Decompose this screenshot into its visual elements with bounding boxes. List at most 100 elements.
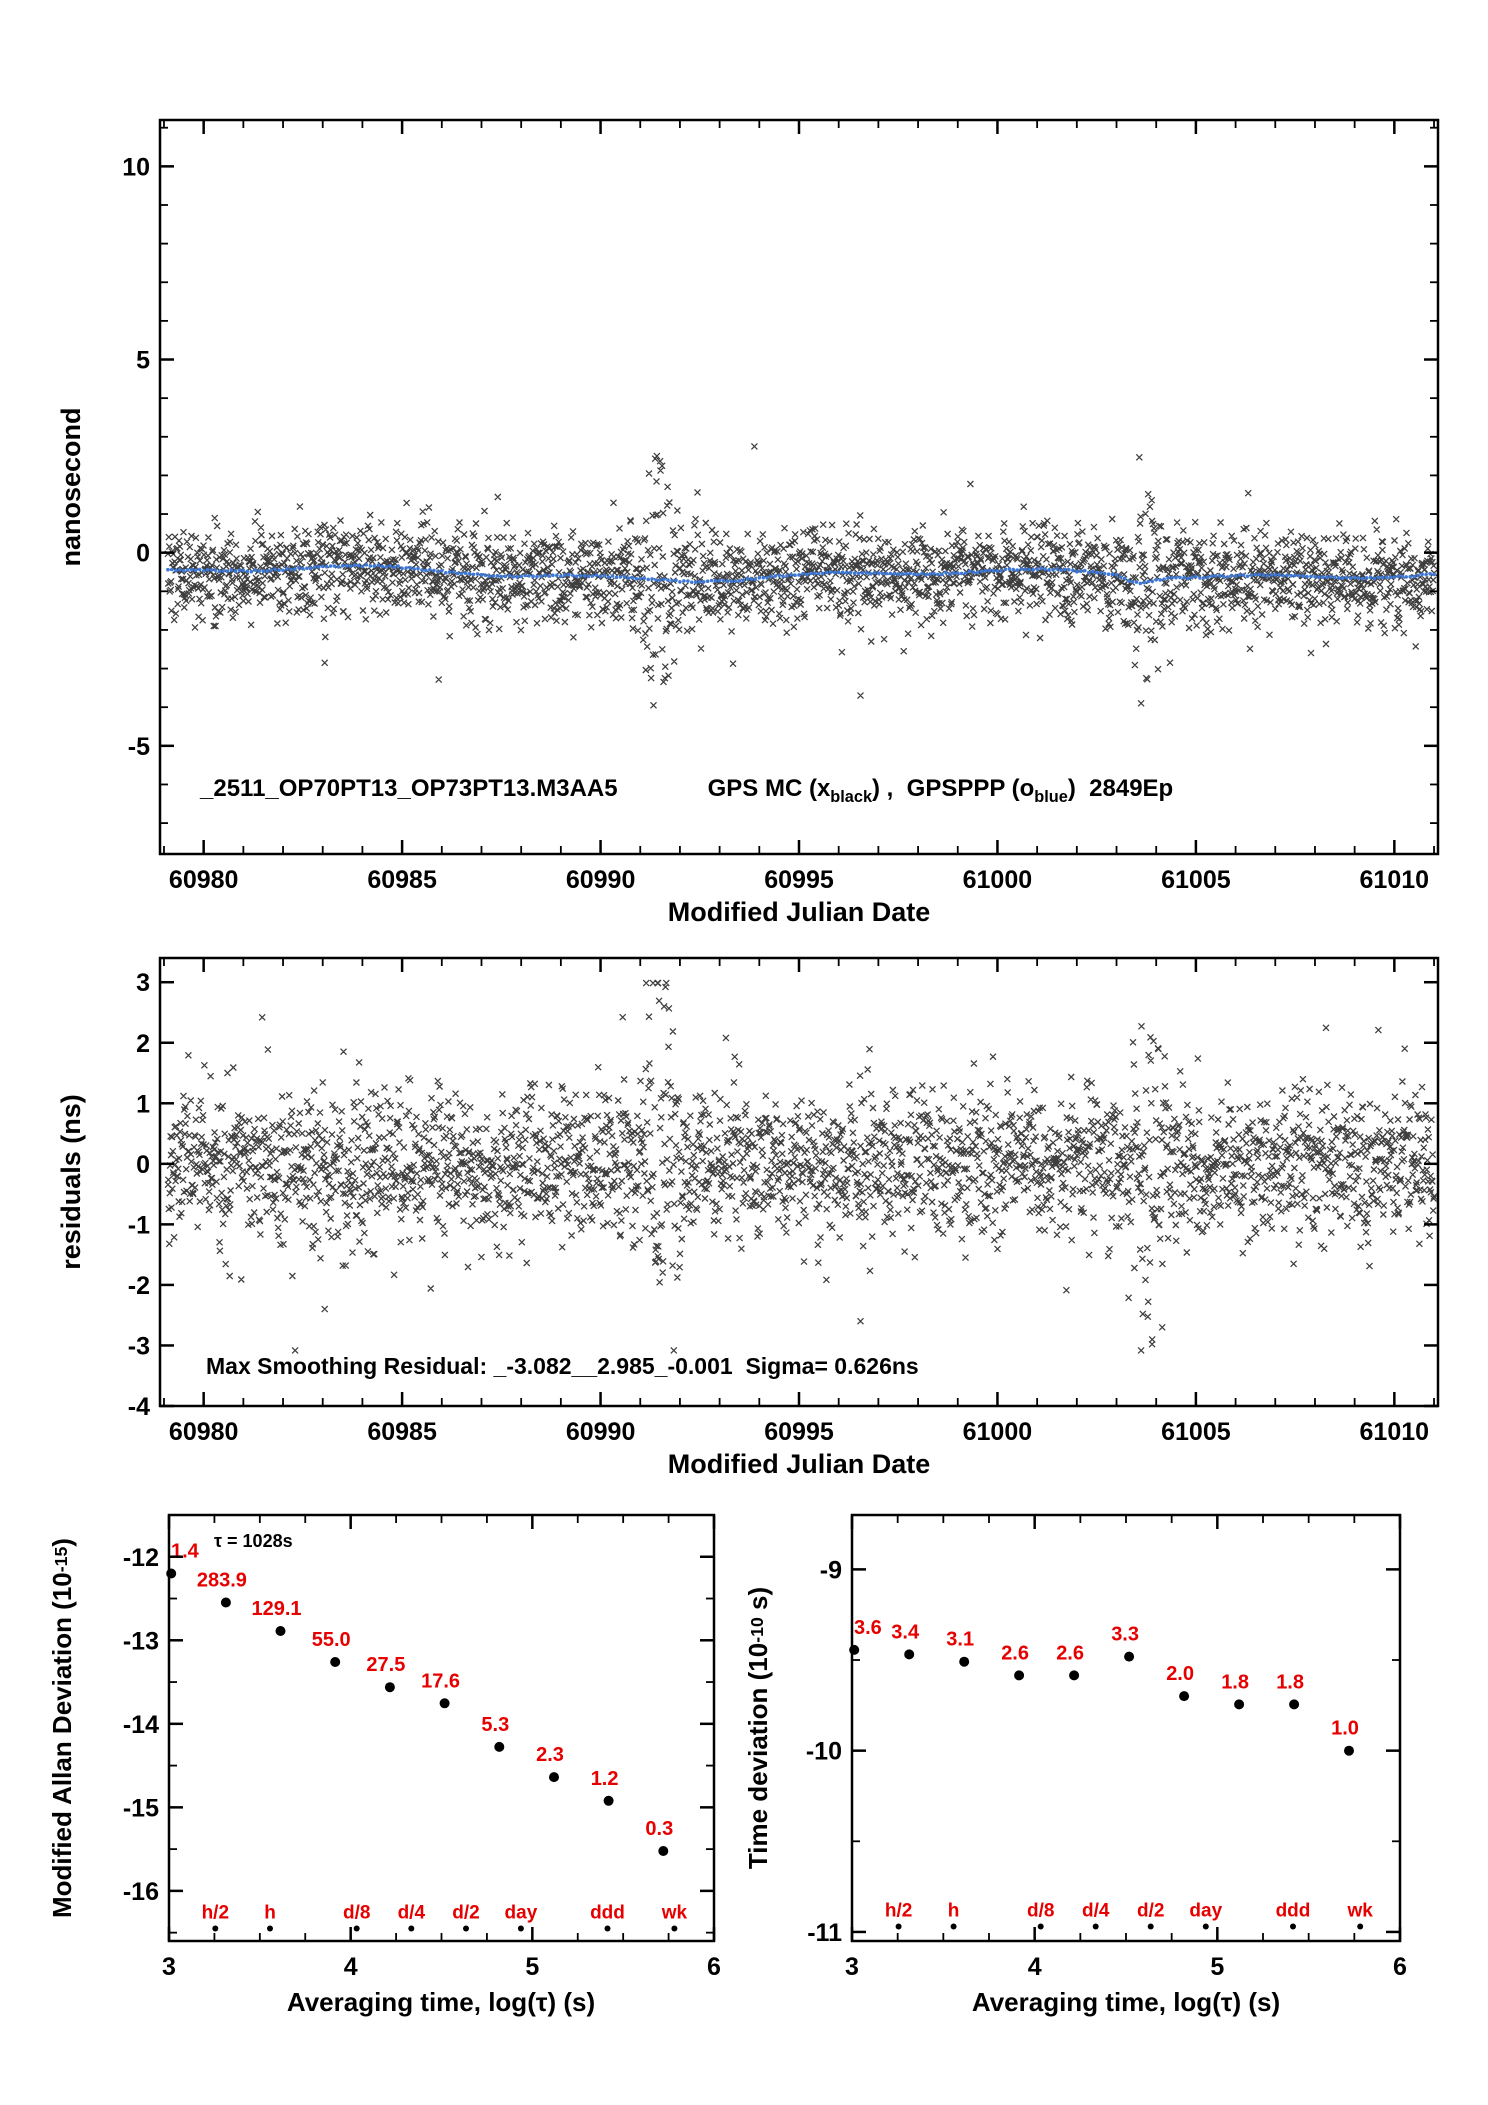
smoothed-point (396, 564, 400, 568)
tdev-point (1234, 1699, 1245, 1710)
smoothed-point (475, 572, 480, 576)
smoothed-point (928, 572, 932, 576)
smoothed-point (1019, 567, 1024, 571)
smoothed-point (690, 580, 694, 585)
smoothed-point (1364, 576, 1369, 580)
smoothed-point (594, 573, 599, 577)
mdev-point-value-label: 283.9 (197, 1570, 247, 1592)
residuals-x-tick-label: 61005 (1161, 1418, 1231, 1446)
smoothed-point (956, 571, 960, 575)
smoothed-point (1245, 574, 1250, 579)
smoothed-point (805, 573, 809, 577)
smoothed-point (753, 577, 758, 582)
smoothed-point (551, 573, 555, 578)
smoothed-point (201, 569, 206, 573)
top-y-axis-label-text: nanosecond (56, 407, 87, 567)
smoothed-point (948, 572, 952, 576)
smoothed-point (320, 564, 325, 569)
smoothed-point (1083, 568, 1087, 573)
mdev-y-axis-label: Modified Allan Deviation (10 -15) (46, 1448, 78, 2008)
mdev-y-tick-label: -16 (123, 1878, 159, 1906)
mdev-point-value-label: 1.4 (171, 1541, 200, 1563)
smoothed-point (555, 573, 559, 577)
smoothed-point (467, 571, 472, 576)
smoothed-point (813, 571, 817, 576)
smoothed-point (840, 570, 845, 574)
smoothed-point (884, 571, 889, 576)
tdev-point-value-label: 3.1 (946, 1629, 974, 1651)
smoothed-point (610, 574, 615, 578)
smoothed-point (1305, 574, 1309, 579)
smoothed-point (360, 564, 365, 569)
mdev-y-label-pre: Modified Allan Deviation (10 (46, 1572, 77, 1918)
smoothed-point (1217, 573, 1222, 578)
smoothed-point (1344, 575, 1349, 580)
smoothed-point (1257, 572, 1262, 577)
smoothed-point (519, 574, 523, 579)
smoothed-point (328, 564, 333, 568)
mdev-time-mark-label: h (264, 1903, 276, 1924)
smoothed-point (190, 567, 194, 572)
smoothed-point (1360, 576, 1365, 581)
smoothed-point (217, 569, 222, 574)
smoothed-point (856, 571, 861, 576)
smoothed-point (713, 579, 718, 583)
mdev-point-value-label: 1.2 (591, 1768, 619, 1790)
residuals-x-tick-label: 61010 (1360, 1418, 1430, 1446)
smoothed-point (1380, 575, 1385, 580)
smoothed-point (408, 565, 412, 570)
smoothed-point (233, 569, 238, 573)
tdev-point (1124, 1651, 1135, 1662)
smoothed-point (963, 571, 968, 575)
smoothed-point (1003, 567, 1008, 572)
smoothed-point (527, 574, 531, 578)
smoothed-point (1241, 573, 1246, 577)
smoothed-point (936, 572, 940, 577)
smoothed-point (1337, 576, 1341, 580)
smoothed-point (253, 568, 258, 572)
tdev-y-tick-label: -9 (820, 1556, 842, 1584)
smoothed-point (1396, 574, 1401, 578)
tdev-point-value-label: 3.6 (854, 1617, 882, 1639)
tdev-point (959, 1656, 970, 1667)
smoothed-point (1400, 574, 1405, 579)
smoothed-point (420, 568, 424, 572)
smoothed-point (757, 575, 762, 580)
smoothed-point (213, 568, 218, 572)
smoothed-point (1428, 571, 1432, 576)
smoothed-point (1213, 574, 1218, 578)
smoothed-point (491, 574, 496, 578)
tdev-time-mark-label: d/4 (1082, 1901, 1110, 1922)
smoothed-point (193, 568, 198, 572)
smoothed-point (761, 575, 766, 580)
top-y-axis-label: nanosecond (56, 287, 88, 687)
residuals-y-tick-label: 1 (136, 1090, 150, 1118)
smoothed-point (1356, 576, 1361, 580)
smoothed-point (995, 569, 1000, 573)
mdev-point-value-label: 55.0 (312, 1629, 351, 1651)
smoothed-point (344, 563, 349, 568)
smoothed-point (848, 570, 853, 575)
smoothed-point (1392, 575, 1397, 580)
smoothed-point (860, 571, 865, 575)
smoothed-point (332, 564, 337, 568)
smoothed-point (293, 567, 297, 571)
smoothed-point (455, 571, 460, 576)
smoothed-point (301, 567, 305, 571)
smoothed-point (507, 573, 512, 578)
mdev-time-mark-label: day (505, 1903, 538, 1924)
smoothed-point (916, 572, 920, 577)
tdev-x-tick-label: 6 (1393, 1953, 1407, 1981)
smoothed-point (1384, 575, 1389, 579)
tdev-point-value-label: 2.0 (1166, 1663, 1194, 1685)
tdev-time-mark-label: ddd (1276, 1901, 1311, 1922)
smoothed-point (289, 567, 293, 572)
smoothed-point (404, 566, 408, 570)
smoothed-point (1412, 574, 1416, 579)
smoothed-point (543, 573, 547, 577)
smoothed-point (221, 569, 226, 573)
smoothed-point (1178, 575, 1182, 580)
smoothed-point (1090, 569, 1095, 574)
smoothed-point (1329, 574, 1333, 579)
